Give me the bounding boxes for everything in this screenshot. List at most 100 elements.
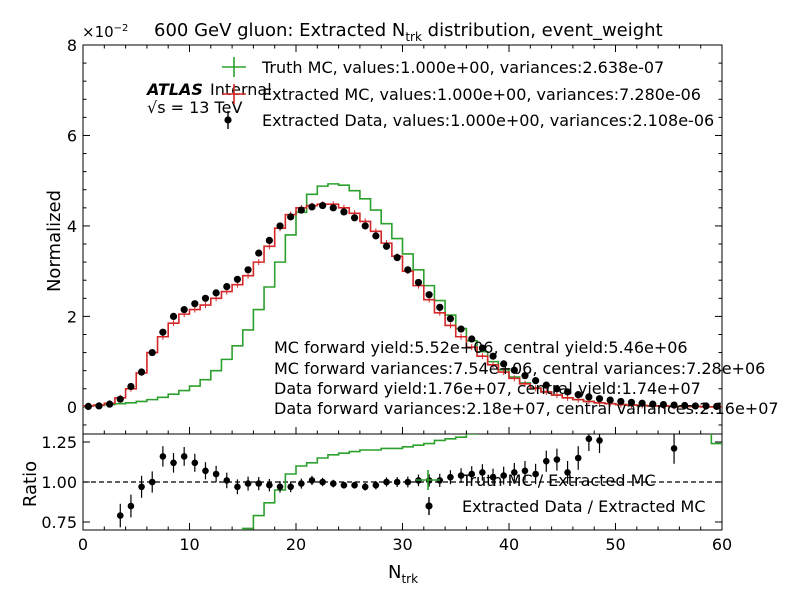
data-point xyxy=(329,204,337,212)
ratio-data-point xyxy=(670,445,678,452)
ratio-data-point xyxy=(447,473,454,481)
ratio-data-point xyxy=(159,453,167,460)
data-point xyxy=(670,401,678,409)
ratio-data-point xyxy=(244,480,252,487)
energy-label: √s = 13 TeV xyxy=(147,98,242,117)
data-point xyxy=(457,325,465,333)
data-point xyxy=(95,402,103,410)
ratio-data-point xyxy=(212,470,220,478)
data-point xyxy=(532,377,540,385)
data-point xyxy=(244,266,252,274)
data-point xyxy=(649,400,657,408)
ratio-data-point xyxy=(361,483,369,491)
legend-bottom: Truth MC / Extracted MC Extracted Data /… xyxy=(416,470,706,516)
data-point xyxy=(212,289,220,297)
data-point xyxy=(372,232,380,240)
ratio-data-point xyxy=(500,472,507,479)
data-point xyxy=(617,397,625,406)
data-point xyxy=(393,253,401,262)
data-point xyxy=(361,222,369,230)
annotation-data-yield: Data forward yield:1.76e+07, central yie… xyxy=(274,379,701,398)
ratio-data-point xyxy=(287,483,294,491)
data-point xyxy=(574,391,582,399)
y-axis-label-bottom: Ratio xyxy=(20,461,41,507)
ratio-data-point xyxy=(585,435,593,443)
data-point xyxy=(255,249,263,257)
y-tick-label-top: 4 xyxy=(67,217,77,236)
legend-data-marker xyxy=(224,116,232,124)
ratio-data-point xyxy=(532,470,539,478)
y-tick-label-top: 6 xyxy=(67,126,77,145)
ratio-data-point xyxy=(564,469,571,476)
legend-mc-label: Extracted MC, values:1.000e+00, variance… xyxy=(262,85,701,104)
x-tick-label: 10 xyxy=(179,535,199,554)
data-point xyxy=(446,315,455,323)
x-tick-label: 40 xyxy=(499,535,519,554)
ratio-data-point xyxy=(468,470,476,478)
ratio-truth-line xyxy=(241,434,722,530)
data-point xyxy=(340,208,348,216)
top-panel: 0 2 4 6 8 xyxy=(67,36,723,435)
data-point xyxy=(489,352,497,360)
ratio-data-point xyxy=(223,477,231,484)
data-point xyxy=(436,303,444,311)
data-point xyxy=(510,366,518,374)
data-point xyxy=(297,206,305,214)
x-tick-label: 50 xyxy=(605,535,625,554)
data-point xyxy=(169,312,178,320)
ratio-data-point xyxy=(266,481,273,489)
data-point xyxy=(276,222,284,230)
ratio-data-point xyxy=(383,478,390,486)
data-point xyxy=(425,291,433,299)
exponent-label: ×10−2 xyxy=(82,23,128,41)
ratio-data-point xyxy=(340,481,348,489)
ratio-data-point xyxy=(489,473,497,481)
series-extracted-mc-line xyxy=(83,203,722,408)
data-point xyxy=(563,388,572,396)
x-tick-label: 30 xyxy=(392,535,412,554)
chart-title: 600 GeV gluon: Extracted Ntrk distributi… xyxy=(154,20,663,44)
top-series-group xyxy=(83,183,722,411)
data-point xyxy=(319,201,327,210)
legend-data-label: Extracted Data, values:1.000e+00, varian… xyxy=(262,111,714,130)
ratio-data-point xyxy=(127,502,135,510)
y-tick-label-top: 0 xyxy=(67,398,77,417)
data-point xyxy=(287,213,295,221)
data-point xyxy=(223,282,231,291)
data-point xyxy=(308,203,316,211)
data-point xyxy=(127,382,135,391)
y-axis-label-top: Normalized xyxy=(44,190,65,292)
data-point xyxy=(137,368,146,376)
x-tick-label: 0 xyxy=(78,535,88,554)
data-point xyxy=(606,396,614,404)
ratio-data-point xyxy=(372,481,380,489)
ratio-data-point xyxy=(329,480,337,487)
ratio-data-point xyxy=(298,480,305,487)
ratio-data-point xyxy=(191,459,199,467)
data-point xyxy=(691,402,699,410)
data-point xyxy=(404,266,412,274)
yield-annotations: MC forward yield:5.52e+06, central yield… xyxy=(274,338,779,418)
ratio-data-point xyxy=(276,483,284,491)
data-point xyxy=(148,348,156,357)
ratio-data-point xyxy=(542,457,550,465)
ratio-data-point xyxy=(553,456,561,463)
ratio-data-point xyxy=(511,469,518,476)
data-point xyxy=(595,395,604,403)
legend-ratio-data-label: Extracted Data / Extracted MC xyxy=(462,497,706,516)
data-point xyxy=(478,344,486,352)
y-tick-label-top: 8 xyxy=(67,36,77,55)
data-point xyxy=(585,393,593,401)
ratio-data-point xyxy=(255,480,263,487)
ratio-data-point xyxy=(479,469,486,476)
data-point xyxy=(627,398,636,406)
data-point xyxy=(116,395,124,403)
ratio-data-point xyxy=(148,478,156,486)
ratio-series-group xyxy=(83,434,722,530)
data-point xyxy=(681,401,689,410)
data-point xyxy=(414,278,423,287)
ratio-data-point xyxy=(596,437,603,444)
ratio-data-point xyxy=(404,478,412,486)
data-point xyxy=(191,300,199,308)
data-point xyxy=(233,275,242,283)
